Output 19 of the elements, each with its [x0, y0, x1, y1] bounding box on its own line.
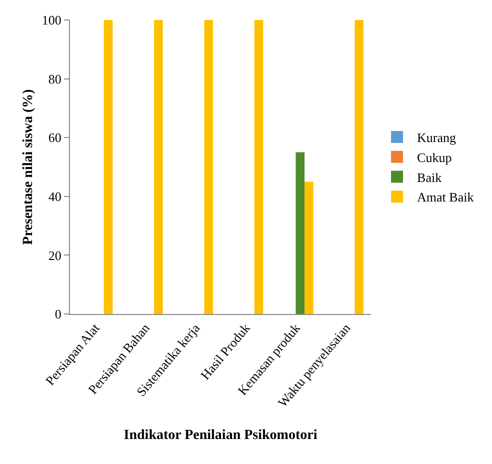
bar: [354, 20, 364, 314]
y-tick-label: 80: [48, 71, 62, 86]
bar: [154, 20, 163, 314]
bar: [254, 20, 264, 314]
y-tick-label: 60: [48, 130, 62, 146]
bar: [296, 152, 305, 314]
y-tick-label: 100: [42, 12, 62, 28]
legend-label: Amat Baik: [417, 190, 474, 205]
legend-label: Kurang: [417, 130, 457, 146]
bar: [304, 182, 314, 314]
bar: [204, 20, 213, 314]
x-axis-title: Indikator Penilaian Psikomotori: [124, 428, 318, 444]
y-tick-label: 20: [48, 248, 62, 263]
y-axis-title: Presentase nilai siswa (%): [21, 88, 36, 245]
y-tick-label: 0: [54, 306, 62, 322]
y-tick-label: 40: [48, 188, 62, 204]
bar: [104, 20, 113, 314]
legend-label: Cukup: [417, 150, 452, 165]
legend-label: Baik: [417, 170, 442, 185]
